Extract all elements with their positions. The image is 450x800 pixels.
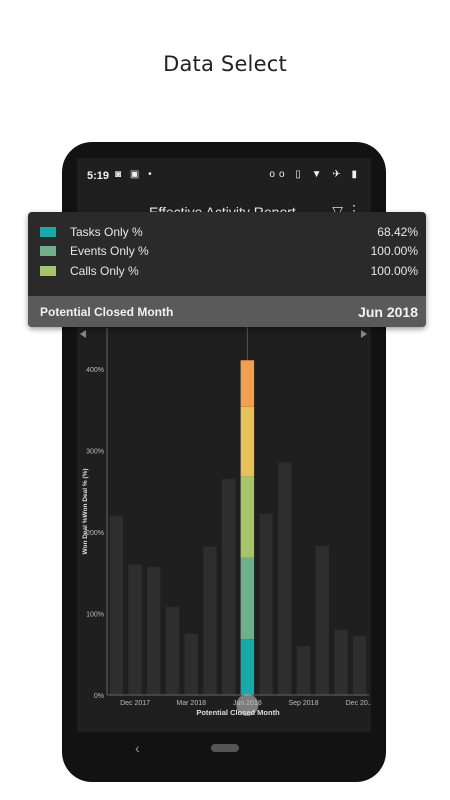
chart-scroll-right-icon[interactable] (361, 330, 367, 338)
tooltip-footer: Potential Closed Month Jun 2018 (28, 296, 426, 327)
nav-home-button[interactable] (211, 744, 239, 752)
dot-icon: • (148, 169, 155, 180)
selection-handle (236, 694, 259, 716)
notification-icon: ▣ (129, 169, 143, 180)
vibrate-icon: ▯ (295, 169, 305, 180)
tooltip-row-value: 100.00% (370, 244, 418, 258)
y-tick-label: 300% (86, 448, 104, 455)
x-tick-label: Dec 2017 (120, 700, 150, 707)
chart-bar[interactable] (352, 636, 367, 695)
app-icon: ◙ (115, 169, 125, 180)
nav-back-icon[interactable]: ‹ (135, 740, 140, 756)
legend-swatch (40, 246, 56, 256)
status-notification-icons: ◙ ▣ • (115, 169, 155, 180)
chart-bar[interactable] (296, 646, 311, 695)
chart-stacked-segment[interactable] (240, 406, 255, 477)
x-tick-label: Sep 2018 (289, 700, 319, 707)
airplane-icon: ✈ (332, 169, 345, 180)
tooltip-row-label: Events Only % (70, 244, 149, 258)
tooltip-row: Calls Only % 100.00% (28, 261, 426, 283)
tooltip-row: Tasks Only % 68.42% (28, 222, 426, 244)
legend-swatch (40, 227, 56, 237)
chart-bar[interactable] (203, 546, 217, 695)
x-tick-label: Dec 20... (346, 700, 371, 707)
chart-bar[interactable] (184, 633, 198, 695)
wifi-icon: ▼ (311, 169, 326, 180)
status-bar: 5:19 ◙ ▣ • oo ▯ ▼ ✈ ▮ (77, 158, 371, 192)
system-nav-bar: ‹ (77, 732, 371, 766)
tooltip-footer-value: Jun 2018 (358, 304, 418, 320)
x-tick-label: Mar 2018 (176, 700, 206, 707)
chart-bar[interactable] (147, 566, 161, 695)
chart-bar[interactable] (109, 515, 124, 695)
chart-bar[interactable] (165, 606, 180, 695)
tooltip-footer-label: Potential Closed Month (40, 305, 174, 319)
filter-icon[interactable]: ▽ (332, 203, 343, 219)
data-tooltip: Tasks Only % 68.42% Events Only % 100.00… (28, 212, 426, 327)
tooltip-row-label: Tasks Only % (70, 225, 143, 239)
chart-bar[interactable] (334, 629, 348, 695)
y-tick-label: 200% (86, 530, 104, 537)
x-axis-title: Potential Closed Month (196, 708, 280, 717)
y-axis-title: Won Deal %Won Deal % (%) (82, 468, 89, 554)
legend-swatch (40, 266, 56, 276)
tooltip-row-value: 68.42% (377, 225, 418, 239)
tooltip-row-value: 100.00% (370, 264, 418, 278)
chart-bar[interactable] (259, 513, 273, 695)
y-tick-label: 0% (94, 693, 104, 700)
y-tick-label: 400% (86, 367, 104, 374)
tooltip-row-label: Calls Only % (70, 264, 139, 278)
battery-icon: ▮ (351, 169, 361, 180)
voicemail-icon: oo (269, 169, 289, 180)
status-system-icons: oo ▯ ▼ ✈ ▮ (269, 169, 361, 180)
page-caption: Data Select (163, 52, 287, 76)
chart-stacked-segment[interactable] (240, 557, 255, 640)
y-tick-label: 100% (86, 611, 104, 618)
chart-bar[interactable] (278, 462, 292, 695)
chart-bar[interactable] (128, 564, 142, 695)
chart-stacked-segment[interactable] (240, 360, 255, 407)
chart-bar[interactable] (315, 545, 329, 695)
chart-scroll-left-icon[interactable] (80, 330, 86, 338)
status-time: 5:19 (87, 170, 110, 182)
tooltip-row: Events Only % 100.00% (28, 241, 426, 263)
chart-bar[interactable] (221, 478, 236, 695)
chart-stacked-segment[interactable] (240, 476, 255, 558)
chart-stacked-segment[interactable] (240, 639, 255, 695)
